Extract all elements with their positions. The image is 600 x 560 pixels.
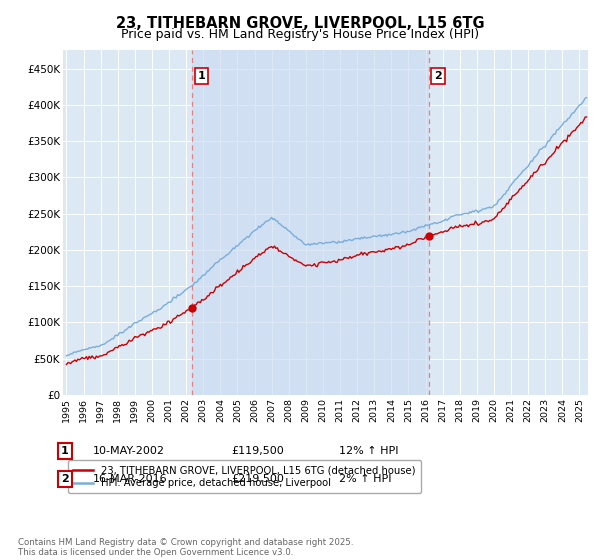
Text: £219,500: £219,500 <box>231 474 284 484</box>
Legend: 23, TITHEBARN GROVE, LIVERPOOL, L15 6TG (detached house), HPI: Average price, de: 23, TITHEBARN GROVE, LIVERPOOL, L15 6TG … <box>68 460 421 493</box>
Text: 1: 1 <box>197 71 205 81</box>
Text: 23, TITHEBARN GROVE, LIVERPOOL, L15 6TG: 23, TITHEBARN GROVE, LIVERPOOL, L15 6TG <box>116 16 484 31</box>
Text: £119,500: £119,500 <box>231 446 284 456</box>
Text: 1: 1 <box>61 446 68 456</box>
Bar <box>192 50 429 395</box>
Text: 10-MAY-2002: 10-MAY-2002 <box>93 446 165 456</box>
Text: 2: 2 <box>61 474 68 484</box>
Text: 2% ↑ HPI: 2% ↑ HPI <box>339 474 391 484</box>
Text: 12% ↑ HPI: 12% ↑ HPI <box>339 446 398 456</box>
Text: 16-MAR-2016: 16-MAR-2016 <box>93 474 167 484</box>
Text: Price paid vs. HM Land Registry's House Price Index (HPI): Price paid vs. HM Land Registry's House … <box>121 28 479 41</box>
Text: Contains HM Land Registry data © Crown copyright and database right 2025.
This d: Contains HM Land Registry data © Crown c… <box>18 538 353 557</box>
Text: 2: 2 <box>434 71 442 81</box>
